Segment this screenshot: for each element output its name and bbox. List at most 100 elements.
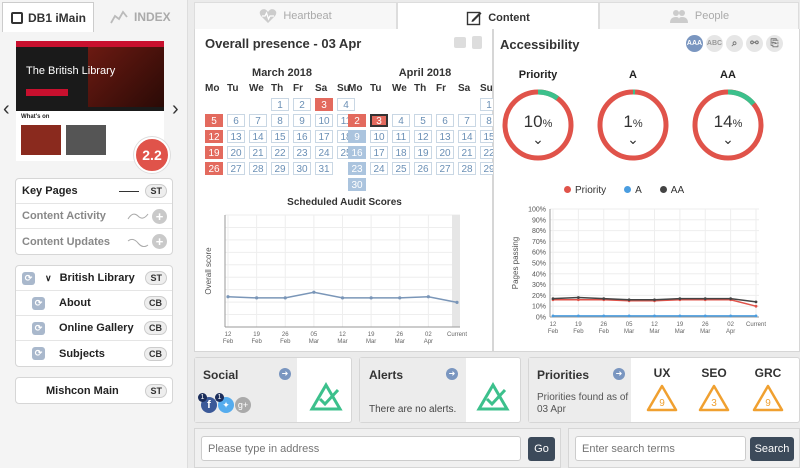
calendar-day[interactable]: 30: [293, 162, 311, 175]
address-input[interactable]: [201, 436, 521, 461]
data-point[interactable]: [678, 297, 682, 301]
calendar-day[interactable]: 14: [458, 130, 476, 143]
google-plus-icon[interactable]: g+: [235, 397, 251, 413]
data-point[interactable]: [703, 297, 707, 301]
priority-ux[interactable]: UX 9: [644, 366, 680, 416]
chevron-down-icon[interactable]: ⌄: [627, 131, 639, 147]
calendar-day[interactable]: 14: [249, 130, 267, 143]
chevron-down-icon[interactable]: ⌄: [532, 131, 544, 147]
calendar-day[interactable]: 10: [370, 130, 388, 143]
calendar-day[interactable]: 5: [414, 114, 432, 127]
donut-a[interactable]: A 1% ⌄: [595, 69, 671, 166]
data-point[interactable]: [627, 298, 631, 302]
prev-arrow[interactable]: ‹: [3, 98, 10, 120]
refresh-icon[interactable]: ⟳: [22, 271, 35, 285]
calendar-day[interactable]: 1: [271, 98, 289, 111]
next-arrow[interactable]: ›: [172, 98, 179, 120]
data-point[interactable]: [576, 296, 580, 299]
calendar-day[interactable]: 25: [392, 162, 410, 175]
calendar-day[interactable]: 9: [293, 114, 311, 127]
data-point[interactable]: [340, 296, 345, 300]
calendar-day[interactable]: 2: [348, 114, 366, 127]
calendar-day[interactable]: 12: [205, 130, 223, 143]
data-point[interactable]: [255, 296, 259, 300]
data-point[interactable]: [678, 314, 682, 318]
search-icon[interactable]: ⌕: [726, 35, 743, 52]
data-point[interactable]: [729, 314, 733, 318]
priorities-card[interactable]: Priorities ➜ Priorities found as of 03 A…: [528, 357, 800, 423]
calendar-day[interactable]: 2: [293, 98, 311, 111]
link-icon[interactable]: ⚯: [746, 35, 763, 52]
scrollbar[interactable]: [452, 215, 460, 327]
calendar-day[interactable]: 29: [271, 162, 289, 175]
tab-index[interactable]: INDEX: [98, 2, 186, 32]
list-item-mishcon[interactable]: Mishcon Main ST: [16, 378, 172, 403]
calendar-day[interactable]: 27: [227, 162, 245, 175]
calendar-day[interactable]: 7: [458, 114, 476, 127]
priority-grc[interactable]: GRC 9: [750, 366, 786, 416]
arrow-icon[interactable]: ➜: [279, 368, 291, 380]
social-card[interactable]: Social ➜ f 1 ✦ 1 g+: [194, 357, 352, 423]
data-point[interactable]: [576, 298, 580, 302]
tree-item-online-gallery[interactable]: ⟳ Online Gallery CB: [16, 316, 172, 341]
calendar-day[interactable]: 26: [205, 162, 223, 175]
tab-people[interactable]: People: [599, 2, 799, 30]
calendar-day[interactable]: 22: [271, 146, 289, 159]
search-input[interactable]: [575, 436, 746, 461]
chevron-down-icon[interactable]: ⌄: [722, 131, 734, 147]
calendar-day[interactable]: 20: [436, 146, 454, 159]
add-icon[interactable]: +: [152, 234, 167, 249]
go-button[interactable]: Go: [528, 437, 555, 461]
calendar-day[interactable]: 11: [392, 130, 410, 143]
data-point[interactable]: [703, 314, 707, 318]
calendar-day[interactable]: 19: [205, 146, 223, 159]
calendar-day[interactable]: 15: [271, 130, 289, 143]
calendar-day[interactable]: 3: [315, 98, 333, 111]
data-point[interactable]: [602, 314, 606, 318]
data-point[interactable]: [455, 300, 459, 304]
search-button[interactable]: Search: [750, 437, 794, 461]
calendar-day[interactable]: 26: [414, 162, 432, 175]
refresh-icon[interactable]: ⟳: [32, 347, 45, 360]
data-point[interactable]: [312, 290, 316, 294]
data-point[interactable]: [226, 295, 230, 299]
calendar-day[interactable]: 24: [315, 146, 333, 159]
donut-priority[interactable]: Priority 10% ⌄: [500, 69, 576, 166]
calendar-day[interactable]: 30: [348, 178, 366, 191]
donut-aa[interactable]: AA 14% ⌄: [690, 69, 766, 166]
calendar-day[interactable]: 21: [458, 146, 476, 159]
data-point[interactable]: [754, 314, 758, 318]
calendar-day[interactable]: 4: [337, 98, 355, 111]
chevron-down-icon[interactable]: ∨: [45, 272, 52, 283]
data-point[interactable]: [653, 298, 656, 302]
calendar-day[interactable]: 23: [348, 162, 366, 175]
home-icon[interactable]: [454, 37, 466, 48]
calendar-day[interactable]: 17: [315, 130, 333, 143]
tab-heartbeat[interactable]: Heartbeat: [194, 2, 397, 30]
data-point[interactable]: [754, 304, 758, 308]
arrow-icon[interactable]: ➜: [613, 368, 625, 380]
data-point[interactable]: [369, 296, 373, 300]
calendar-day[interactable]: 16: [348, 146, 366, 159]
calendar-day[interactable]: 9: [348, 130, 366, 143]
data-point[interactable]: [283, 296, 287, 300]
calendar-day[interactable]: 28: [249, 162, 267, 175]
tree-root[interactable]: ⟳ ∨ British Library ST: [16, 266, 172, 291]
calendar-day[interactable]: 13: [436, 130, 454, 143]
calendar-day[interactable]: 21: [249, 146, 267, 159]
tree-item-subjects[interactable]: ⟳ Subjects CB: [16, 341, 172, 366]
calendar-day[interactable]: 18: [392, 146, 410, 159]
calendar-day[interactable]: 16: [293, 130, 311, 143]
aaa-button[interactable]: AAA: [686, 35, 703, 52]
add-icon[interactable]: +: [152, 208, 167, 224]
list-item-key-pages[interactable]: Key Pages ST: [16, 179, 172, 204]
data-point[interactable]: [576, 314, 580, 318]
data-point[interactable]: [426, 295, 430, 299]
calendar-day[interactable]: 5: [205, 114, 223, 127]
calendar-day[interactable]: 27: [436, 162, 454, 175]
list-item-content-activity[interactable]: Content Activity +: [16, 204, 172, 229]
alerts-card[interactable]: Alerts ➜ There are no alerts.: [359, 357, 521, 423]
calendar-day[interactable]: 4: [392, 114, 410, 127]
calendar-day[interactable]: 6: [227, 114, 245, 127]
arrow-icon[interactable]: ➜: [446, 368, 458, 380]
